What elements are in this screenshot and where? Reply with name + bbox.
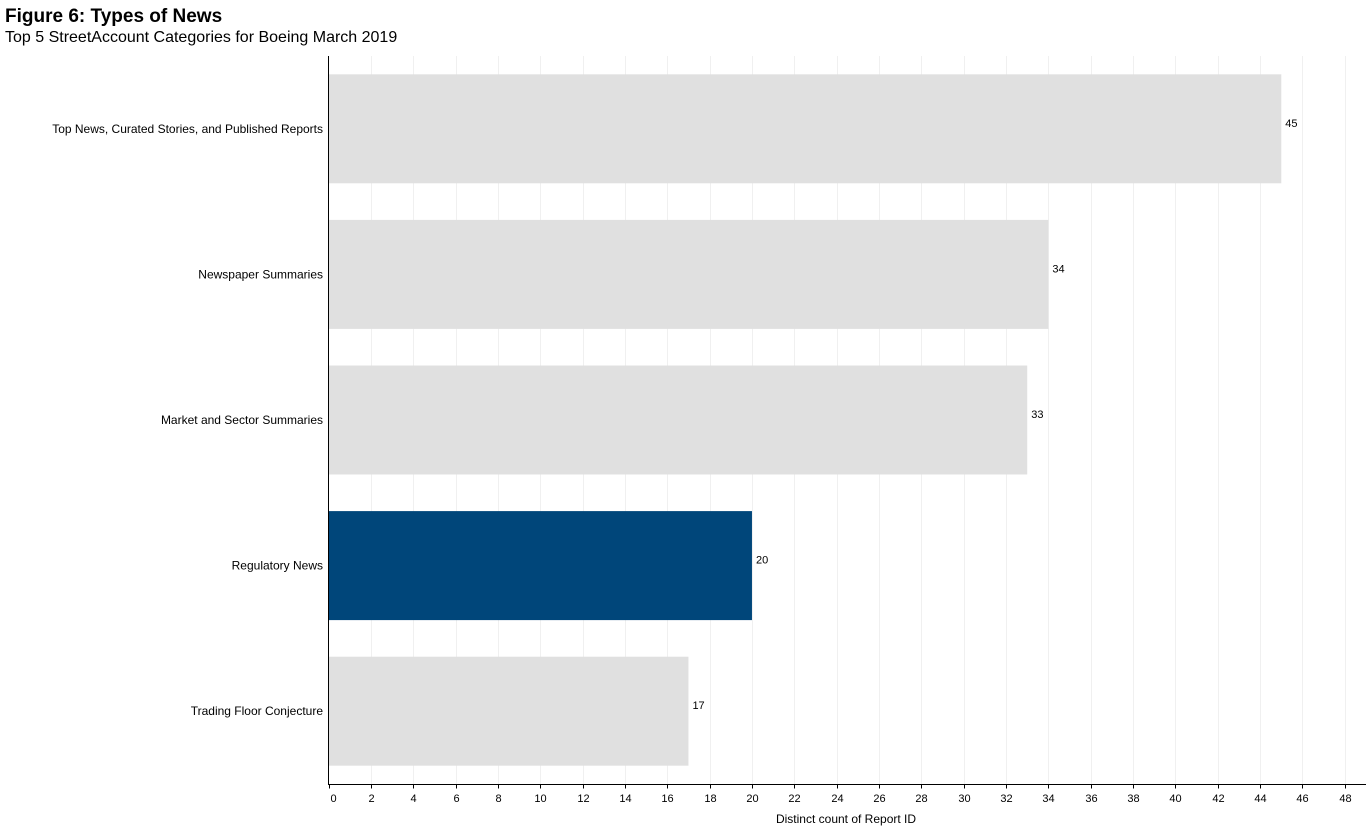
x-tick-label: 40 bbox=[1169, 793, 1181, 805]
x-axis-title: Distinct count of Report ID bbox=[776, 812, 916, 826]
data-label: 20 bbox=[756, 555, 768, 567]
x-tick-label: 2 bbox=[368, 793, 374, 805]
x-tick-label: 34 bbox=[1042, 793, 1054, 805]
x-tick-label: 12 bbox=[577, 793, 589, 805]
x-tick-label: 44 bbox=[1254, 793, 1266, 805]
x-tick-label: 16 bbox=[661, 793, 673, 805]
x-tick-label: 38 bbox=[1127, 793, 1139, 805]
x-tick-label: 36 bbox=[1085, 793, 1097, 805]
x-tick-label: 14 bbox=[619, 793, 631, 805]
category-label: Regulatory News bbox=[232, 559, 323, 573]
x-tick-labels: 0 2 4 6 8 10 12 14 16 18 20 22 24 26 28 30 32 34 36 38 40 42 4… bbox=[330, 793, 1351, 805]
x-tick-label: 8 bbox=[495, 793, 501, 805]
data-labels: 45 34 33 20 17 bbox=[692, 118, 1297, 712]
bar bbox=[329, 511, 752, 621]
chart-subtitle: Top 5 StreetAccount Categories for Boein… bbox=[5, 29, 398, 46]
category-label: Trading Floor Conjecture bbox=[191, 704, 324, 718]
x-tick-label: 30 bbox=[958, 793, 970, 805]
bar bbox=[329, 365, 1028, 475]
category-labels: Top News, Curated Stories, and Published… bbox=[52, 122, 323, 718]
data-label: 45 bbox=[1285, 118, 1297, 130]
x-tick-label: 48 bbox=[1339, 793, 1351, 805]
x-tick-label: 4 bbox=[410, 793, 416, 805]
bars bbox=[329, 74, 1282, 766]
chart-title: Figure 6: Types of News bbox=[5, 6, 223, 27]
data-label: 17 bbox=[692, 700, 704, 712]
category-label: Newspaper Summaries bbox=[198, 267, 323, 281]
bar bbox=[329, 219, 1049, 329]
x-tick-label: 28 bbox=[915, 793, 927, 805]
x-tick-label: 24 bbox=[831, 793, 843, 805]
x-tick-label: 32 bbox=[1000, 793, 1012, 805]
x-tick-label: 18 bbox=[704, 793, 716, 805]
x-tick-label: 22 bbox=[788, 793, 800, 805]
x-tick-label: 42 bbox=[1212, 793, 1224, 805]
data-label: 33 bbox=[1031, 409, 1043, 421]
bar bbox=[329, 74, 1282, 184]
x-tick-label: 46 bbox=[1296, 793, 1308, 805]
category-label: Top News, Curated Stories, and Published… bbox=[52, 122, 323, 136]
x-tick-label: 10 bbox=[534, 793, 546, 805]
x-tick-label: 6 bbox=[453, 793, 459, 805]
data-label: 34 bbox=[1052, 263, 1064, 275]
bar bbox=[329, 656, 689, 766]
x-tick-label: 20 bbox=[746, 793, 758, 805]
x-tick-label: 26 bbox=[873, 793, 885, 805]
x-tick-label: 0 bbox=[330, 793, 336, 805]
category-label: Market and Sector Summaries bbox=[161, 413, 323, 427]
axes bbox=[328, 56, 1366, 789]
